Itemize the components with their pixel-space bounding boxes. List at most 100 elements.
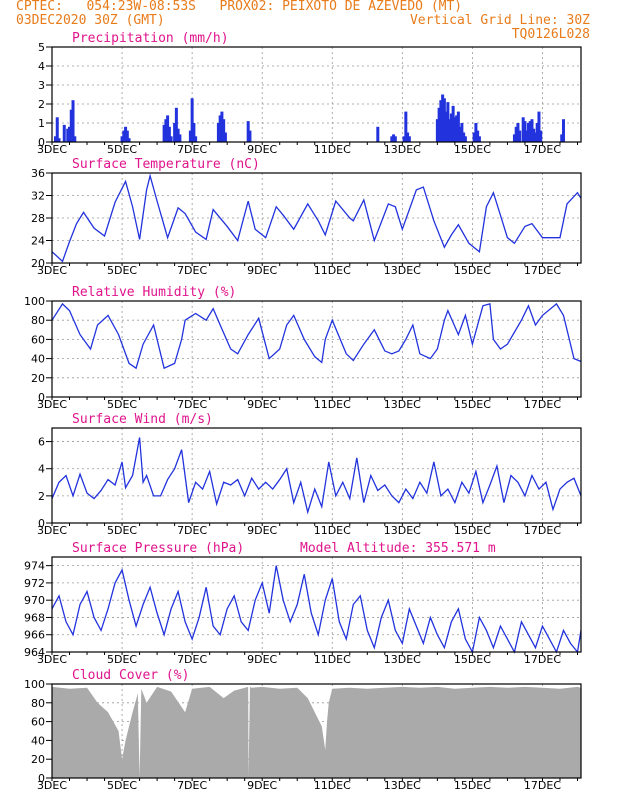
pressure-xtick-label: 5DEC	[107, 653, 137, 666]
wind-xtick-label: 7DEC	[177, 524, 207, 537]
precipitation-bar	[537, 111, 541, 142]
precipitation-bar	[220, 111, 224, 142]
precipitation-bar	[178, 134, 182, 142]
precipitation-bar	[535, 123, 539, 142]
precipitation-bar	[476, 130, 480, 142]
cloud-cover-frame	[51, 683, 582, 779]
precipitation-bar	[167, 126, 171, 142]
precipitation-bar	[392, 134, 396, 142]
precipitation-bar	[173, 123, 177, 142]
precipitation-bar	[125, 130, 129, 142]
station-header: CPTEC: 054:23W-08:53S PROX02: PEIXOTO DE…	[16, 0, 463, 14]
precipitation-bar	[120, 136, 124, 142]
precipitation-bar	[532, 128, 536, 142]
precipitation-ytick-label: 5	[38, 41, 45, 54]
temperature-xtick-label: 15DEC	[454, 264, 491, 277]
wind-line	[51, 437, 582, 515]
precipitation-bar	[194, 136, 198, 142]
pressure-xtick-label: 11DEC	[314, 653, 351, 666]
temperature-ytick-label: 24	[31, 235, 45, 248]
precipitation-bar	[560, 134, 564, 142]
cloud-cover-title: Cloud Cover (%)	[72, 668, 189, 683]
temperature-xtick-label: 5DEC	[107, 264, 137, 277]
precipitation-xtick-label: 5DEC	[107, 143, 137, 156]
precipitation-bar	[73, 136, 77, 142]
pressure-ytick-label: 968	[24, 611, 45, 624]
precipitation-bar	[223, 132, 227, 142]
humidity-ytick-label: 100	[24, 295, 45, 308]
precipitation-bar	[55, 117, 59, 142]
temperature-xtick-label: 11DEC	[314, 264, 351, 277]
precipitation-bar	[528, 121, 532, 142]
precipitation-bar	[162, 124, 166, 142]
precipitation-bar	[169, 136, 173, 142]
pressure-title: Surface Pressure (hPa)	[72, 541, 244, 556]
precipitation-bar	[451, 105, 455, 142]
precipitation-bar	[453, 117, 457, 142]
precipitation-xtick-label: 3DEC	[37, 143, 67, 156]
precipitation-xtick-label: 13DEC	[384, 143, 421, 156]
wind-ytick-label: 4	[38, 463, 45, 476]
pressure-xtick-label: 15DEC	[454, 653, 491, 666]
precipitation-bar	[561, 119, 565, 142]
precipitation-ytick-label: 2	[38, 98, 45, 111]
humidity-xtick-label: 7DEC	[177, 398, 207, 411]
pressure-ytick-label: 964	[24, 646, 45, 659]
precipitation-bar	[190, 98, 194, 142]
precipitation-bar	[455, 115, 459, 142]
precipitation-bar	[435, 119, 439, 142]
precipitation-bar	[176, 128, 180, 142]
humidity-xtick-label: 9DEC	[247, 398, 277, 411]
pressure-frame	[51, 556, 582, 653]
wind-ytick-label: 0	[38, 517, 45, 530]
pressure-ytick-label: 966	[24, 629, 45, 642]
cloud-cover-xtick-label: 5DEC	[107, 779, 137, 792]
cloud-cover-xtick-label: 15DEC	[454, 779, 491, 792]
wind-ytick-label: 6	[38, 436, 45, 449]
temperature-xtick-label: 7DEC	[177, 264, 207, 277]
humidity-xtick-label: 13DEC	[384, 398, 421, 411]
precipitation-bar	[248, 130, 252, 142]
cloud-cover-area	[52, 686, 581, 778]
cloud-cover-ytick-label: 40	[31, 734, 45, 747]
pressure-xtick-label: 3DEC	[37, 653, 67, 666]
run-date: 03DEC2020 30Z (GMT)	[16, 13, 165, 28]
cloud-cover-xtick-label: 17DEC	[524, 779, 561, 792]
humidity-xtick-label: 17DEC	[524, 398, 561, 411]
precipitation-bar	[521, 117, 525, 142]
temperature-ytick-label: 32	[31, 190, 45, 203]
humidity-xtick-label: 11DEC	[314, 398, 351, 411]
wind-xtick-label: 3DEC	[37, 524, 67, 537]
temperature-xtick-label: 3DEC	[37, 264, 67, 277]
temperature-ytick-label: 20	[31, 257, 45, 270]
precipitation-bar	[437, 107, 441, 142]
precipitation-bar	[124, 126, 128, 142]
precipitation-bar	[441, 94, 445, 142]
precipitation-bar	[458, 126, 462, 142]
cloud-cover-xtick-label: 9DEC	[247, 779, 277, 792]
wind-title: Surface Wind (m/s)	[72, 412, 213, 427]
wind-xtick-label: 15DEC	[454, 524, 491, 537]
humidity-ytick-label: 40	[31, 353, 45, 366]
precipitation-bar	[448, 119, 452, 142]
precipitation-bar	[57, 138, 61, 142]
wind-xtick-label: 5DEC	[107, 524, 137, 537]
wind-xtick-label: 17DEC	[524, 524, 561, 537]
precipitation-bar	[376, 126, 380, 142]
pressure-ytick-label: 972	[24, 577, 45, 590]
humidity-ytick-label: 20	[31, 372, 45, 385]
precipitation-ytick-label: 1	[38, 117, 45, 130]
precipitation-bar	[530, 119, 534, 142]
precipitation-bar	[444, 111, 448, 142]
precipitation-bar	[406, 132, 410, 142]
precipitation-bar	[66, 128, 70, 142]
precipitation-bar	[68, 126, 72, 142]
precipitation-bar	[54, 136, 58, 142]
precipitation-frame	[51, 46, 582, 143]
cloud-cover-ytick-label: 80	[31, 697, 45, 710]
precipitation-bar	[439, 100, 443, 142]
precipitation-bar	[516, 123, 520, 142]
cloud-cover-ytick-label: 0	[38, 772, 45, 785]
precipitation-bar	[69, 109, 73, 142]
precipitation-bar	[525, 130, 529, 142]
